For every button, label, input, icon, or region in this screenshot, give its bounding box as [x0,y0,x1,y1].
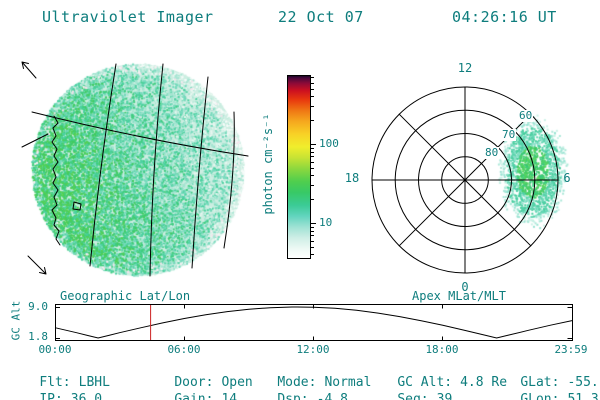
colorbar [287,75,311,259]
status-label: Seq: [397,392,429,400]
meridian-grid-line [89,63,117,267]
status-ip: IP: 36.0 [8,377,102,400]
app-title: Ultraviolet Imager [42,8,214,26]
ytick-1-8: 1.8 [28,330,48,343]
orbit-altitude-chart [54,304,573,341]
status-label: Gain: [174,392,214,400]
mlt-label-18: 18 [344,171,360,185]
status-value: 51.3 [567,392,599,400]
colorbar-tick-10: 10 [319,216,333,229]
meridian-grid-line [191,76,209,269]
meridian-grid-line [149,63,164,277]
geographic-caption: Geographic Lat/Lon [60,289,191,303]
xtick-0600: 06:00 [167,343,201,356]
colorbar-ticks [311,76,317,258]
xtick-1800: 18:00 [425,343,459,356]
status-value: 36.0 [70,392,103,400]
status-glon: GLon: 51.3 [489,377,599,400]
apex-caption: Apex MLat/MLT [412,289,506,303]
time-display: 04:26:16 UT [452,8,557,26]
grid-arrow-nw-icon [21,61,37,79]
chart-frame [55,304,573,341]
coastline [51,115,61,246]
status-glat: GLat: -55.1 [489,360,600,400]
mlt-label-0: 0 [461,280,469,294]
status-gain: Gain: 14 [143,377,237,400]
colorbar-unit-label: photon cm⁻²s⁻¹ [261,113,275,215]
status-label: GC Alt: [397,375,453,390]
status-value: LBHL [78,375,110,390]
status-dsp: Dsp: -4.8 [246,377,348,400]
status-value: -4.8 [316,392,348,400]
status-label: IP: [39,392,63,400]
status-label: Door: [174,375,214,390]
polar-grid [371,86,559,274]
status-label: Dsp: [277,392,309,400]
xtick-0000: 00:00 [38,343,72,356]
xtick-2359: 23:59 [554,343,588,356]
mlt-label-12: 12 [457,61,473,75]
geo-grid-overlay [21,61,249,277]
status-value: 39 [436,392,453,400]
stripchart-ylabel: GC Alt [9,300,23,341]
date-display: 22 Oct 07 [278,8,364,26]
latitude-grid-line [31,111,249,157]
grid-edge-segment [21,133,49,148]
status-value: 4.8 Re [460,375,508,390]
status-mode: Mode: Normal [246,360,371,400]
mlat-label-70: 70 [501,128,517,141]
status-label: Flt: [39,375,71,390]
status-value: Normal [324,375,372,390]
mlat-label-80: 80 [484,146,500,159]
status-value: 14 [221,392,238,400]
meridian-grid-line [223,111,235,249]
status-seq: Seq: 39 [366,377,452,400]
status-label: Mode: [277,375,317,390]
ytick-9: 9.0 [28,300,48,313]
mlat-label-60: 60 [518,109,534,122]
coastline-island [72,201,82,211]
status-value: Open [221,375,253,390]
mlt-label-6: 6 [563,171,571,185]
colorbar-tick-100: 100 [319,137,339,150]
status-label: GLat: [520,375,560,390]
status-door: Door: Open [143,360,253,400]
grid-arrow-sw-icon [27,255,47,275]
status-label: GLon: [520,392,560,400]
status-flt: Flt: LBHL [8,360,110,400]
colorbar-gradient [288,76,310,258]
status-value: -55.1 [567,375,600,390]
status-gcalt: GC Alt: 4.8 Re [366,360,507,400]
uvi-earth-image [30,62,246,278]
xtick-1200: 12:00 [296,343,330,356]
orbit-curve [54,306,573,339]
